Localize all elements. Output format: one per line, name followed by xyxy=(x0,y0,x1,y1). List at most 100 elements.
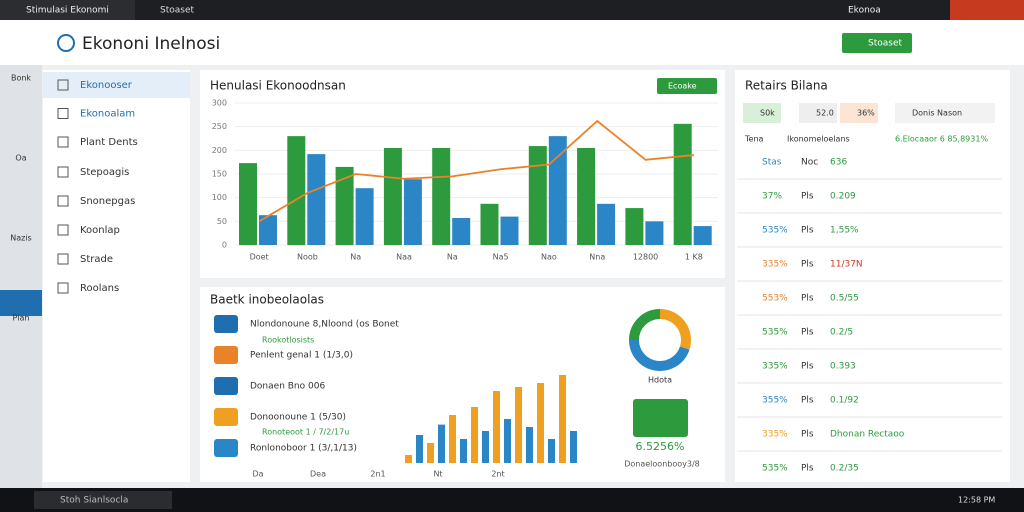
sidebar-item: Stepoagis xyxy=(80,167,129,178)
search-text: Stoh Sianlsocla xyxy=(60,496,128,506)
bar xyxy=(528,146,547,245)
x-tick-label: Na5 xyxy=(493,253,509,262)
search-box[interactable] xyxy=(34,491,172,509)
sidebar-item: Koonlap xyxy=(80,225,120,236)
stat-box xyxy=(633,399,688,437)
rail xyxy=(0,65,42,488)
item-sub: Rookotlosists xyxy=(262,336,314,345)
donut-slice xyxy=(629,309,661,341)
column-head: Ikonomeloelans xyxy=(787,135,850,144)
x-tick-label: Naa xyxy=(396,253,412,262)
row-type: Pls xyxy=(801,192,814,202)
column-head: 6.Elocaaor 6 85,8931% xyxy=(895,135,988,144)
sidebar-item: Ekonoalam xyxy=(80,109,135,120)
chip-label: 52.0 xyxy=(816,109,834,118)
sidebar-item: Snonepgas xyxy=(80,196,135,207)
row-percent: 37% xyxy=(762,192,782,202)
row-percent: Stas xyxy=(762,158,782,168)
row-value: 0.5/55 xyxy=(830,294,859,304)
bar xyxy=(239,163,257,245)
sidebar-item: Ekonooser xyxy=(80,80,133,91)
tab-title[interactable]: Ekonoa xyxy=(848,6,881,16)
chart-button[interactable] xyxy=(657,78,717,94)
small-bar xyxy=(548,439,555,463)
bar xyxy=(500,216,519,245)
bar xyxy=(287,136,306,245)
sidebar-icon xyxy=(57,195,69,207)
trend-line xyxy=(258,119,694,223)
bar xyxy=(548,136,567,245)
bar xyxy=(432,147,451,245)
donut-slice xyxy=(659,309,691,350)
item-sub: Ronoteoot 1 / 7/2/17u xyxy=(262,428,349,437)
stat-value: 6.5256% xyxy=(636,440,685,453)
x-tick-label: Na xyxy=(447,253,458,262)
right-panel xyxy=(735,70,1010,482)
row-value: Dhonan Rectaoo xyxy=(830,430,905,440)
stat-caption: Donaeloonbooy3/8 xyxy=(624,460,700,469)
sidebar-icon xyxy=(57,282,69,294)
bar xyxy=(597,203,616,245)
item-icon xyxy=(214,377,238,395)
row-type: Pls xyxy=(801,464,814,474)
chip xyxy=(895,103,995,123)
row-percent: 335% xyxy=(762,362,788,372)
rail-label: Plan xyxy=(12,314,29,323)
small-x-label: Da xyxy=(252,470,263,479)
small-bar xyxy=(504,419,511,463)
small-bar xyxy=(526,427,533,463)
y-tick-label: 0 xyxy=(222,241,227,250)
item-icon xyxy=(214,315,238,333)
y-tick-label: 200 xyxy=(212,146,227,155)
tab[interactable] xyxy=(0,0,135,20)
chip-label: Donis Nason xyxy=(912,109,962,118)
chip xyxy=(799,103,837,123)
row-type: Pls xyxy=(801,328,814,338)
small-bar xyxy=(515,387,522,463)
item-icon xyxy=(214,439,238,457)
bar xyxy=(625,208,644,245)
chip xyxy=(840,103,878,123)
row-value: 0.393 xyxy=(830,362,856,372)
item-text: Penlent genal 1 (1/3,0) xyxy=(250,351,353,361)
small-bar xyxy=(537,383,544,463)
tab-title[interactable]: Stoaset xyxy=(160,6,194,16)
x-tick-label: Na xyxy=(350,253,361,262)
row-value: 636 xyxy=(830,158,847,168)
sidebar-icon xyxy=(57,108,69,119)
bar xyxy=(383,147,402,245)
close[interactable] xyxy=(950,0,1024,20)
sidebar-icon xyxy=(57,136,69,148)
sidebar-icon xyxy=(57,224,69,236)
row-value: 0.2/5 xyxy=(830,328,853,338)
bar xyxy=(480,203,499,245)
bar xyxy=(259,215,277,245)
sidebar-icon xyxy=(57,166,69,178)
row-percent: 553% xyxy=(762,294,788,304)
item-text: Nlondonoune 8,Nloond (os Bonet xyxy=(250,320,399,330)
row-type: Pls xyxy=(801,260,814,270)
row-percent: 535% xyxy=(762,226,788,236)
header-button-label: Stoaset xyxy=(868,39,902,49)
header-button[interactable] xyxy=(842,33,912,53)
bar xyxy=(403,179,422,245)
y-tick-label: 100 xyxy=(212,193,227,202)
row-value: 11/37N xyxy=(830,260,863,270)
bar xyxy=(452,218,471,245)
logo xyxy=(57,34,75,52)
chart-title: Henulasi Ekonoodnsan xyxy=(210,79,346,93)
bar xyxy=(693,226,712,245)
rail-label: Oa xyxy=(15,154,26,163)
small-x-label: 2nt xyxy=(491,470,504,479)
small-x-label: Dea xyxy=(310,470,326,479)
row-value: 1,55% xyxy=(830,226,859,236)
bar xyxy=(355,188,374,245)
row-type: Pls xyxy=(801,396,814,406)
small-bar xyxy=(405,455,412,463)
x-tick-label: Doet xyxy=(250,253,269,262)
item-icon xyxy=(214,346,238,364)
item-icon xyxy=(214,408,238,426)
small-bar xyxy=(559,375,566,463)
clock: 12:58 PM xyxy=(958,496,995,505)
